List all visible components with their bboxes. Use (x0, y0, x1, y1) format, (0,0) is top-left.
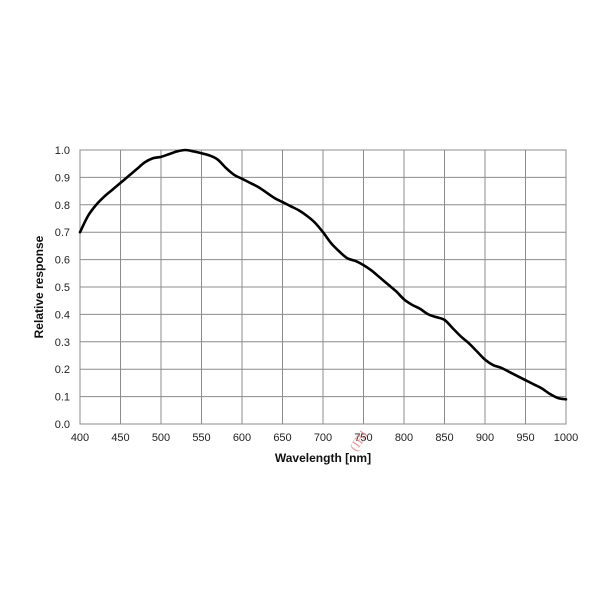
y-tick-label: 0.4 (55, 309, 70, 321)
y-tick-label: 0.1 (55, 392, 70, 404)
y-tick-label: 0.0 (55, 419, 70, 431)
y-tick-labels: 0.0 0.1 0.2 0.3 0.4 0.5 0.6 0.7 0.8 0.9 1.0 (55, 145, 70, 431)
x-tick-label: 1000 (554, 432, 578, 444)
x-tick-label: 700 (314, 432, 332, 444)
x-axis-title: Wavelength [nm] (275, 451, 371, 465)
x-tick-label: 450 (111, 432, 129, 444)
x-tick-label: 650 (273, 432, 291, 444)
y-tick-label: 0.2 (55, 364, 70, 376)
x-tick-label: 600 (233, 432, 251, 444)
x-tick-labels: 400 450 500 550 600 650 700 750 800 850 900 950 1000 (71, 432, 578, 444)
x-tick-label: 500 (152, 432, 170, 444)
x-tick-label: 750 (354, 432, 372, 444)
y-tick-label: 1.0 (55, 145, 70, 157)
x-tick-label: 400 (71, 432, 89, 444)
y-tick-label: 0.6 (55, 255, 70, 267)
y-tick-label: 0.5 (55, 282, 70, 294)
y-tick-label: 0.8 (55, 200, 70, 212)
x-tick-label: 550 (192, 432, 210, 444)
y-axis-title: Relative response (32, 235, 46, 338)
series-line (78, 148, 568, 401)
y-tick-label: 0.7 (55, 227, 70, 239)
x-tick-label: 800 (395, 432, 413, 444)
y-tick-label: 0.9 (55, 172, 70, 184)
y-tick-label: 0.3 (55, 337, 70, 349)
x-tick-label: 950 (516, 432, 534, 444)
x-tick-label: 900 (476, 432, 494, 444)
x-tick-label: 850 (435, 432, 453, 444)
gridlines (79, 149, 567, 425)
